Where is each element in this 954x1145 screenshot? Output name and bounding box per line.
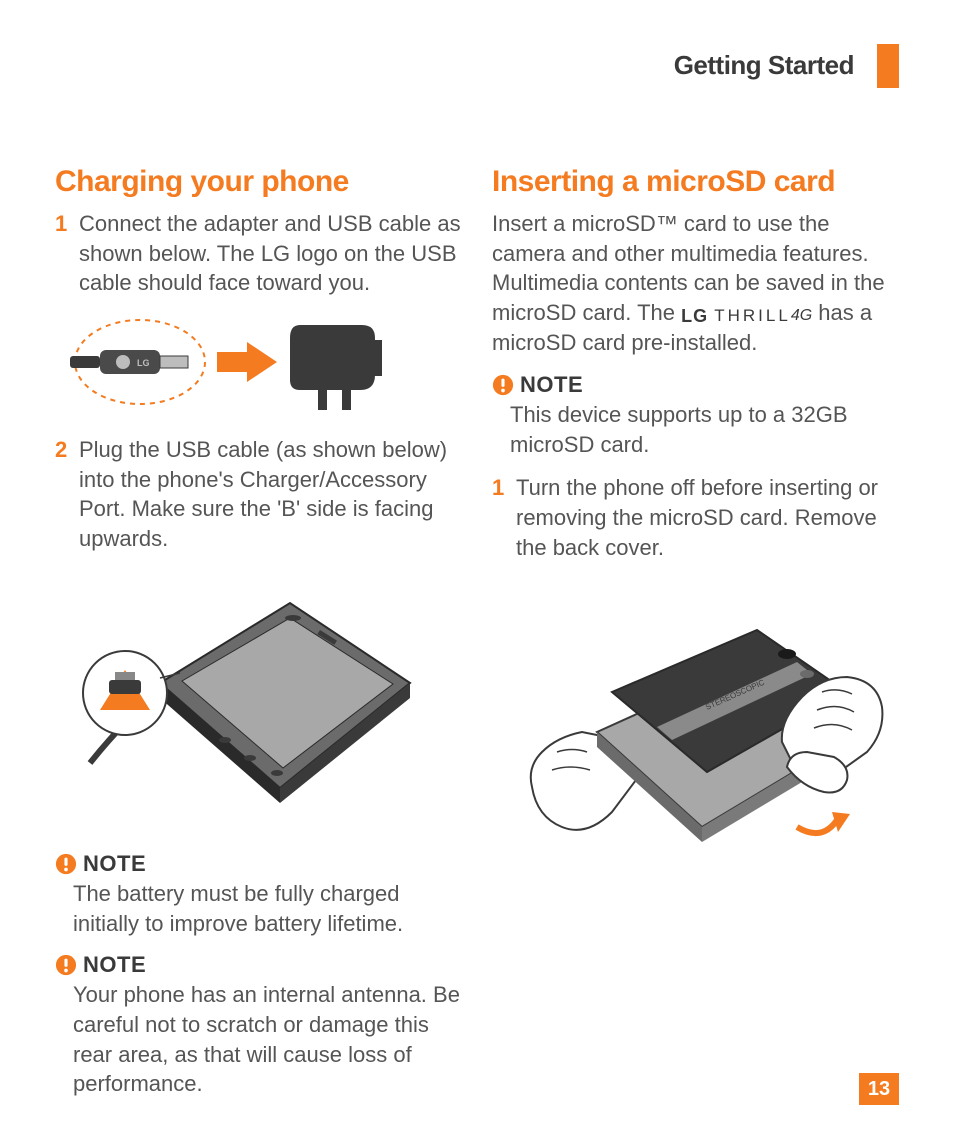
- note-icon: [492, 374, 514, 396]
- lg-logo-inline: LG: [681, 304, 708, 328]
- note-antenna: NOTE Your phone has an internal antenna.…: [55, 952, 462, 1099]
- left-column: Charging your phone 1 Connect the adapte…: [55, 165, 462, 1113]
- note-label: NOTE: [520, 372, 583, 398]
- note-icon: [55, 954, 77, 976]
- right-column: Inserting a microSD card Insert a microS…: [492, 165, 899, 1113]
- phone-charging-illustration: [65, 568, 425, 828]
- page-number: 13: [859, 1073, 899, 1105]
- step-text: Connect the adapter and USB cable as sho…: [79, 209, 462, 298]
- figure-usb-to-adapter: LG: [65, 312, 462, 417]
- step-number: 2: [55, 435, 75, 554]
- header-title: Getting Started: [674, 50, 854, 81]
- note-label: NOTE: [83, 851, 146, 877]
- section-heading-microsd: Inserting a microSD card: [492, 165, 899, 199]
- content-columns: Charging your phone 1 Connect the adapte…: [55, 165, 899, 1113]
- note-icon: [55, 853, 77, 875]
- figure-remove-cover: STEREOSCOPIC: [502, 602, 899, 887]
- header-accent-tab: [877, 44, 899, 88]
- microsd-step-1: 1 Turn the phone off before inserting or…: [492, 473, 899, 562]
- figure-phone-charging: [65, 568, 462, 833]
- note-label: NOTE: [83, 952, 146, 978]
- charging-step-2: 2 Plug the USB cable (as shown below) in…: [55, 435, 462, 554]
- note-text: This device supports up to a 32GB microS…: [510, 400, 899, 459]
- note-text: The battery must be fully charged initia…: [73, 879, 462, 938]
- section-heading-charging: Charging your phone: [55, 165, 462, 199]
- step-text: Plug the USB cable (as shown below) into…: [79, 435, 462, 554]
- step-number: 1: [55, 209, 75, 298]
- fourg-inline: 4G: [791, 307, 812, 324]
- microsd-intro: Insert a microSD™ card to use the camera…: [492, 209, 899, 358]
- charging-step-1: 1 Connect the adapter and USB cable as s…: [55, 209, 462, 298]
- thrill-brand-inline: THRILL: [714, 305, 791, 328]
- remove-cover-illustration: STEREOSCOPIC: [502, 602, 892, 882]
- page-header: Getting Started: [55, 50, 899, 95]
- usb-adapter-illustration: LG: [65, 312, 395, 412]
- note-32gb: NOTE This device supports up to a 32GB m…: [492, 372, 899, 459]
- svg-text:LG: LG: [137, 358, 150, 368]
- note-text: Your phone has an internal antenna. Be c…: [73, 980, 462, 1099]
- step-number: 1: [492, 473, 512, 562]
- step-text: Turn the phone off before inserting or r…: [516, 473, 899, 562]
- note-battery: NOTE The battery must be fully charged i…: [55, 851, 462, 938]
